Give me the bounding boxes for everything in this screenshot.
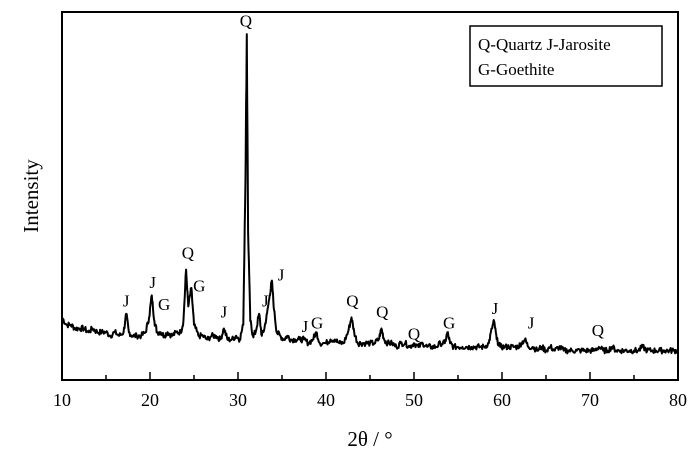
- x-tick-label-40: 40: [317, 390, 335, 410]
- x-tick-label-60: 60: [493, 390, 511, 410]
- peak-label-g-2: G: [158, 295, 170, 314]
- peak-label-j-7: J: [262, 291, 269, 310]
- peak-label-j-15: J: [492, 299, 499, 318]
- peak-label-q-11: Q: [346, 291, 358, 310]
- peak-label-q-13: Q: [408, 325, 420, 344]
- legend-line-1: Q-Quartz J-Jarosite: [478, 35, 611, 54]
- x-tick-label-50: 50: [405, 390, 423, 410]
- x-axis-title: 2θ / °: [347, 427, 392, 451]
- y-axis-title: Intensity: [19, 159, 43, 233]
- peak-label-q-3: Q: [182, 244, 194, 263]
- peak-label-g-10: G: [311, 313, 323, 332]
- legend-box: [469, 25, 663, 87]
- x-tick-label-10: 10: [53, 390, 71, 410]
- peak-label-j-0: J: [123, 291, 130, 310]
- peak-label-q-17: Q: [592, 321, 604, 340]
- x-tick-label-30: 30: [229, 390, 247, 410]
- plot-area: [61, 33, 679, 355]
- legend-line-2: G-Goethite: [478, 60, 554, 79]
- peak-label-j-1: J: [149, 273, 156, 292]
- x-tick-label-70: 70: [581, 390, 599, 410]
- peak-label-j-9: J: [302, 317, 309, 336]
- legend: Q-Quartz J-Jarosite G-Goethite: [469, 25, 663, 87]
- peak-label-j-8: J: [278, 266, 285, 285]
- x-tick-label-20: 20: [141, 390, 159, 410]
- peak-label-g-4: G: [193, 277, 205, 296]
- peak-label-q-6: Q: [240, 12, 252, 31]
- peak-label-q-12: Q: [376, 302, 388, 321]
- peak-label-j-16: J: [528, 313, 535, 332]
- x-tick-label-80: 80: [669, 390, 687, 410]
- series-line-0: [61, 33, 679, 355]
- peak-label-j-5: J: [221, 302, 228, 321]
- peak-label-g-14: G: [443, 313, 455, 332]
- x-axis-ticks: 10 20 30 40 50 60 70 80: [53, 372, 687, 410]
